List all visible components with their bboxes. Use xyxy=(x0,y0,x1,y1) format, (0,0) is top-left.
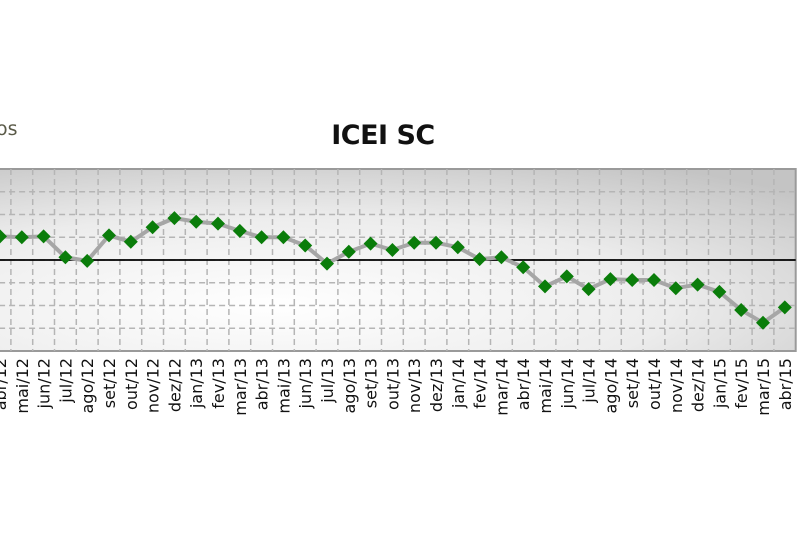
x-tick-label: nov/12 xyxy=(144,358,163,413)
data-point xyxy=(254,230,269,245)
x-tick-label: set/14 xyxy=(623,358,642,408)
data-point xyxy=(341,244,356,259)
x-tick-label: jun/14 xyxy=(558,358,577,409)
data-point xyxy=(647,273,661,288)
data-point xyxy=(559,269,574,284)
x-tick-label: mai/14 xyxy=(536,358,555,414)
chart-title: ICEI SC xyxy=(331,120,435,151)
data-point xyxy=(0,229,7,244)
data-point xyxy=(167,211,182,226)
x-tick-label: jan/13 xyxy=(187,358,206,409)
x-tick-label: ago/14 xyxy=(601,358,620,414)
data-point xyxy=(211,216,225,231)
data-point xyxy=(189,214,204,229)
x-tick-label: mai/12 xyxy=(13,358,32,414)
data-point xyxy=(363,236,378,251)
x-tick-label: out/13 xyxy=(383,358,402,410)
x-tick-label: jul/12 xyxy=(56,358,75,404)
data-point xyxy=(690,277,705,292)
x-tick-label: jul/14 xyxy=(580,358,599,404)
data-point xyxy=(516,260,531,275)
x-tick-label: jun/12 xyxy=(35,358,54,409)
data-point xyxy=(36,229,51,244)
x-tick-label: dez/13 xyxy=(427,358,446,412)
data-point xyxy=(429,235,443,250)
data-point xyxy=(494,250,509,265)
data-point xyxy=(538,279,552,294)
x-tick-label: abr/13 xyxy=(253,358,272,410)
data-point xyxy=(320,256,334,271)
data-point xyxy=(123,234,138,249)
x-tick-label: abr/12 xyxy=(0,358,10,410)
data-point xyxy=(298,238,313,253)
x-tick-label: set/13 xyxy=(362,358,381,408)
data-point xyxy=(58,250,73,265)
x-tick-label: jul/13 xyxy=(318,358,337,404)
x-tick-label: out/14 xyxy=(645,358,664,410)
x-tick-label: dez/12 xyxy=(165,358,184,412)
x-tick-label: ago/12 xyxy=(78,358,97,414)
cropped-label-text: os xyxy=(0,118,18,140)
data-point xyxy=(712,284,727,299)
data-point xyxy=(80,253,95,268)
data-point xyxy=(603,272,618,287)
x-tick-label: mar/14 xyxy=(492,358,511,416)
x-tick-label: ago/13 xyxy=(340,358,359,414)
x-tick-label: out/12 xyxy=(122,358,141,410)
data-point xyxy=(407,235,422,250)
data-point xyxy=(14,230,29,245)
x-tick-label: nov/14 xyxy=(667,358,686,413)
x-tick-label: jan/15 xyxy=(710,358,729,409)
x-tick-label: fev/14 xyxy=(471,358,490,409)
data-point xyxy=(777,300,792,315)
data-point xyxy=(232,223,247,238)
x-tick-label: fev/13 xyxy=(209,358,228,409)
x-tick-label: dez/14 xyxy=(689,358,708,412)
data-point xyxy=(385,242,400,257)
x-tick-label: abr/14 xyxy=(514,358,533,410)
data-point xyxy=(625,273,640,288)
x-tick-label: set/12 xyxy=(100,358,119,408)
data-point xyxy=(102,228,116,243)
x-tick-label: nov/13 xyxy=(405,358,424,413)
x-tick-label: abr/15 xyxy=(776,358,795,410)
x-tick-label: mar/15 xyxy=(754,358,773,416)
data-point xyxy=(450,240,465,255)
data-point xyxy=(472,252,487,267)
data-point xyxy=(276,230,291,245)
data-point xyxy=(581,282,596,297)
x-tick-label: jun/13 xyxy=(296,358,315,409)
data-point xyxy=(145,220,160,235)
data-point xyxy=(756,315,770,330)
data-point xyxy=(734,303,749,318)
data-point xyxy=(668,281,683,296)
x-tick-label: mai/13 xyxy=(274,358,293,414)
x-tick-label: mar/13 xyxy=(231,358,250,416)
x-tick-label: fev/15 xyxy=(732,358,751,409)
x-tick-label: jan/14 xyxy=(449,358,468,409)
